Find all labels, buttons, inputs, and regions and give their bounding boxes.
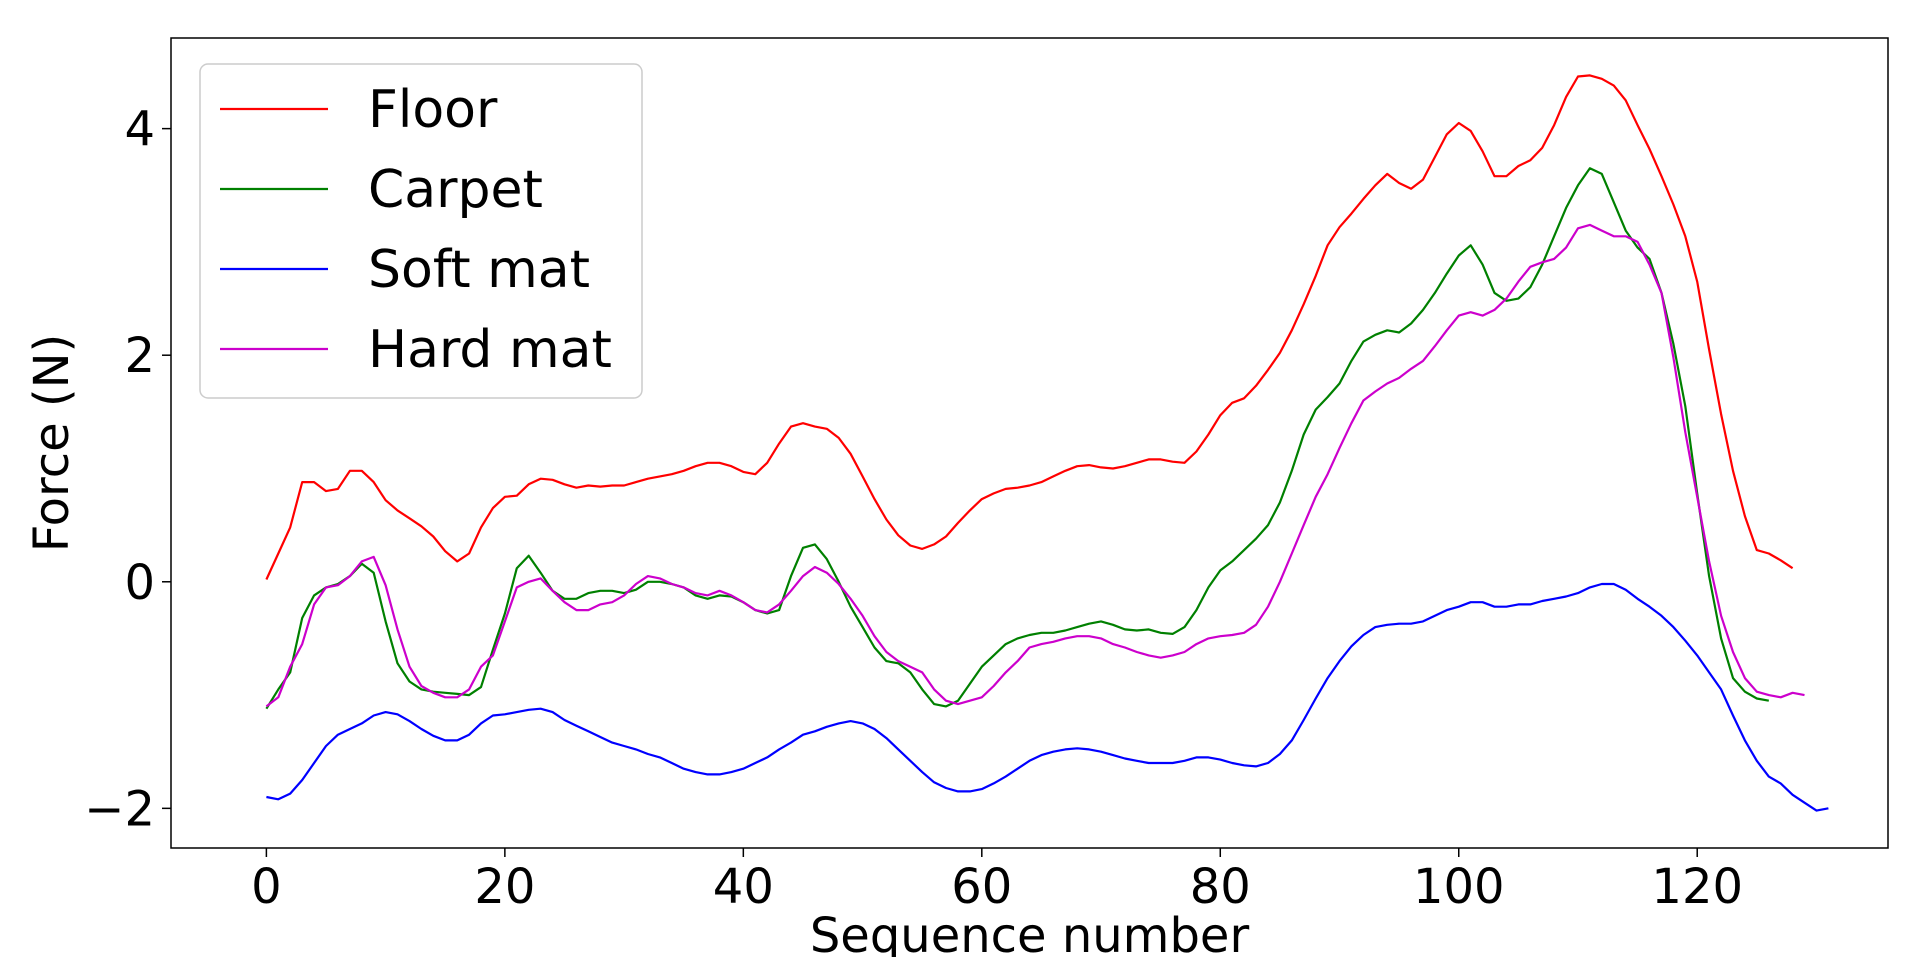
legend-label: Floor bbox=[368, 80, 498, 140]
y-tick-label: 4 bbox=[124, 102, 155, 158]
x-tick-label: 80 bbox=[1190, 859, 1251, 915]
x-tick-label: 60 bbox=[951, 859, 1012, 915]
y-tick-label: 0 bbox=[124, 555, 155, 611]
x-axis-label: Sequence number bbox=[810, 908, 1250, 957]
legend-label: Hard mat bbox=[368, 320, 612, 380]
x-tick-label: 0 bbox=[251, 859, 282, 915]
y-tick-label: 2 bbox=[124, 328, 155, 384]
legend-label: Soft mat bbox=[368, 240, 590, 300]
legend-box bbox=[199, 63, 643, 399]
x-tick-label: 40 bbox=[713, 859, 774, 915]
x-axis-ticks: 0 20 40 60 80 100 120 bbox=[251, 848, 1743, 915]
x-tick-label: 100 bbox=[1413, 859, 1505, 915]
x-tick-label: 120 bbox=[1651, 859, 1743, 915]
plot-frame bbox=[170, 37, 1889, 849]
legend: Floor Carpet Soft mat Hard mat bbox=[199, 63, 643, 399]
series-line-carpet bbox=[265, 167, 1769, 710]
y-tick-label: −2 bbox=[84, 781, 155, 837]
series-lines bbox=[265, 74, 1829, 812]
series-line-soft-mat bbox=[266, 582, 1829, 812]
legend-label: Carpet bbox=[368, 160, 543, 220]
series-line-floor bbox=[265, 74, 1794, 580]
y-axis-label: Force (N) bbox=[24, 334, 80, 552]
series-line-hard-mat bbox=[265, 223, 1805, 708]
y-axis-ticks: −2 0 2 4 bbox=[84, 102, 171, 837]
legend-entries: Floor Carpet Soft mat Hard mat bbox=[220, 80, 612, 380]
x-tick-label: 20 bbox=[474, 859, 535, 915]
